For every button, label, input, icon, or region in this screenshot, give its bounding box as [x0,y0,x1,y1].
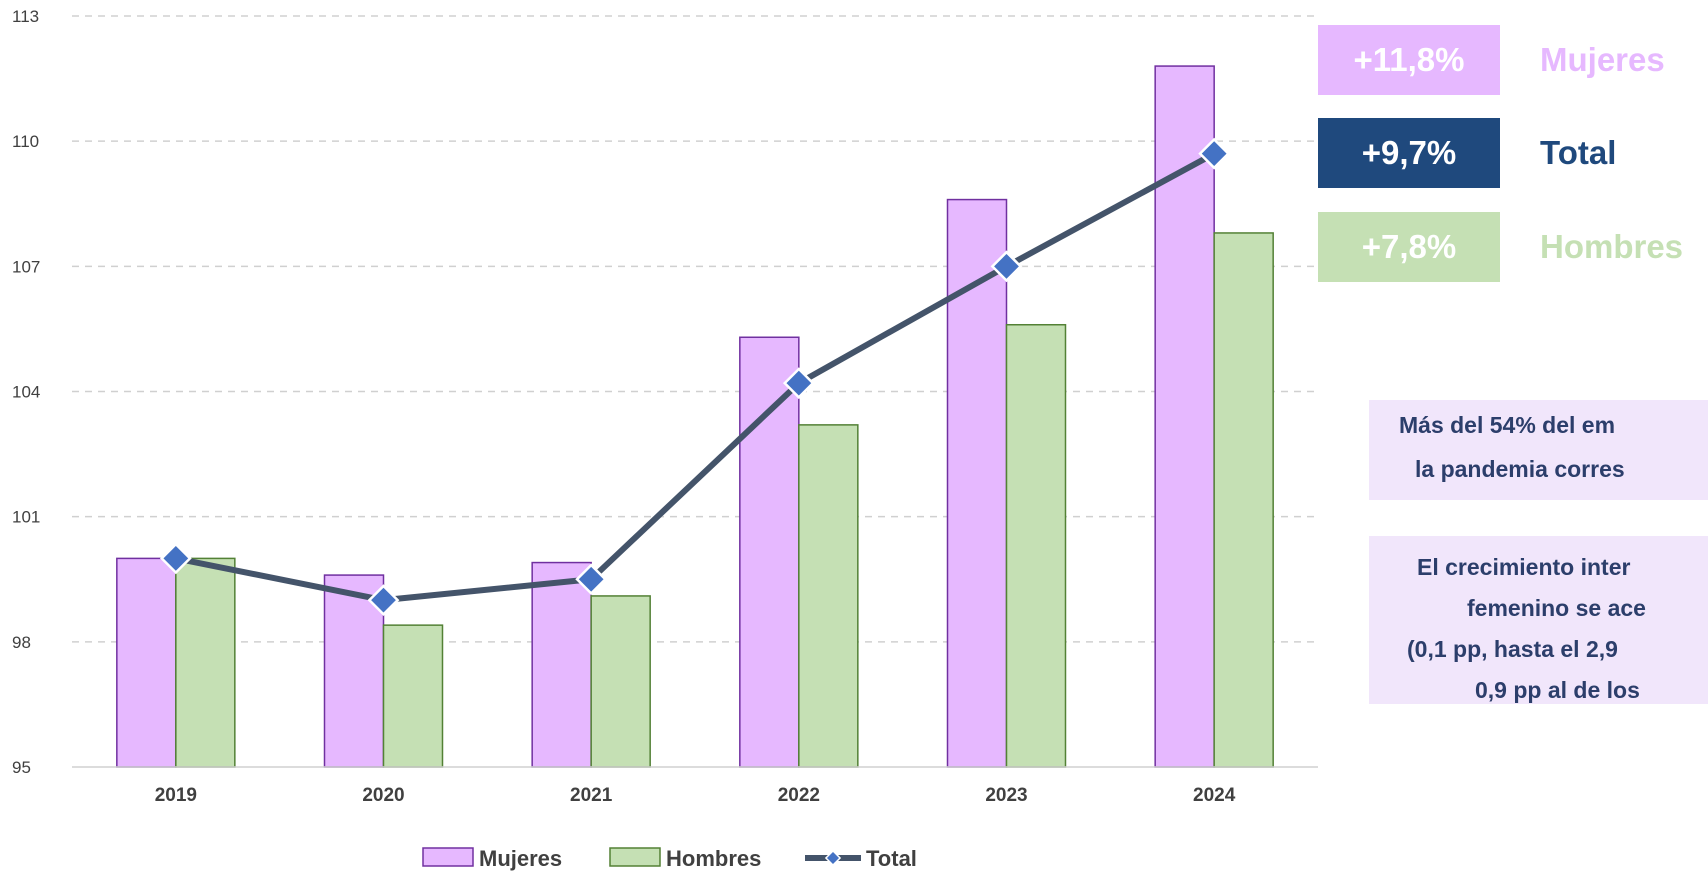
x-tick-label: 2024 [1193,785,1236,806]
badge-hombres-label: Hombres [1540,228,1684,265]
bar-hombres-2023 [1005,323,1067,768]
bar-hombres-2024 [1213,232,1274,768]
legend-marker-total [824,849,842,867]
total-marker-2022 [782,367,815,400]
total-line [159,137,1231,617]
legend: Mujeres Hombres Total [422,846,917,871]
bar-hombres-2019 [175,557,236,768]
legend-swatch-hombres [609,847,661,867]
note2-line2: femenino se ace [1467,595,1646,621]
x-tick-label: 2019 [155,785,197,806]
note1-line2: la pandemia corres [1415,456,1625,482]
badge-total-label: Total [1540,134,1617,171]
note2-line3: (0,1 pp, hasta el 2,9 [1407,636,1618,662]
gridlines [72,15,1318,643]
badge-total-value: +9,7% [1318,118,1500,188]
badge-hombres-value: +7,8% [1318,212,1500,282]
badge-mujeres-value: +11,8% [1318,25,1500,95]
x-axis-ticks: 2019 2020 2021 2022 2023 2024 [155,785,1236,806]
x-tick-label: 2020 [362,785,404,806]
total-series-line [175,151,1216,604]
total-marker-2024 [1198,137,1231,170]
bar-hombres-2021 [590,595,651,768]
y-tick-label: 113 [12,7,39,26]
total-marker-2021 [575,563,608,596]
y-tick-label: 104 [12,383,40,402]
total-marker-2019 [159,542,192,575]
y-tick-label: 107 [12,257,40,276]
note-box-growth: El crecimiento inter femenino se ace (0,… [1369,536,1708,704]
note1-line1: Más del 54% del em [1399,412,1616,438]
total-marker-2023 [990,250,1023,283]
y-tick-label: 98 [12,633,31,652]
note-box-employment-share: Más del 54% del em la pandemia corres [1369,400,1708,500]
total-marker-2020 [367,584,400,617]
legend-swatch-mujeres [422,847,474,867]
bar-mujeres-2019 [116,557,177,768]
note2-line4: 0,9 pp al de los [1475,677,1640,703]
legend-label-hombres: Hombres [666,846,761,871]
bar-mujeres-2022 [739,336,800,768]
x-tick-label: 2021 [570,785,613,806]
bar-hombres-2020 [382,624,444,768]
note2-line1: El crecimiento inter [1417,554,1631,580]
y-tick-label: 110 [12,132,39,151]
bar-mujeres-2021 [531,561,592,768]
legend-label-total: Total [866,846,917,871]
x-tick-label: 2023 [985,785,1027,806]
y-tick-label: 95 [12,758,31,777]
y-axis-ticks: 113 110 107 104 101 98 95 [12,7,40,777]
y-tick-label: 101 [12,508,40,527]
bars [116,65,1274,768]
legend-label-mujeres: Mujeres [479,846,562,871]
x-tick-label: 2022 [778,785,820,806]
bar-hombres-2022 [798,424,859,768]
badge-mujeres-label: Mujeres [1540,41,1665,78]
